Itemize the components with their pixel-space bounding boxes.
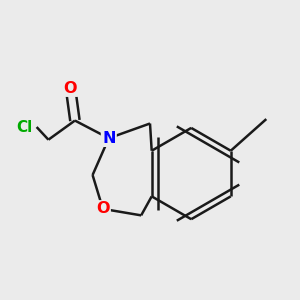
Text: O: O	[96, 201, 110, 216]
Text: Cl: Cl	[17, 119, 33, 134]
Text: O: O	[64, 81, 77, 96]
Text: N: N	[102, 131, 116, 146]
